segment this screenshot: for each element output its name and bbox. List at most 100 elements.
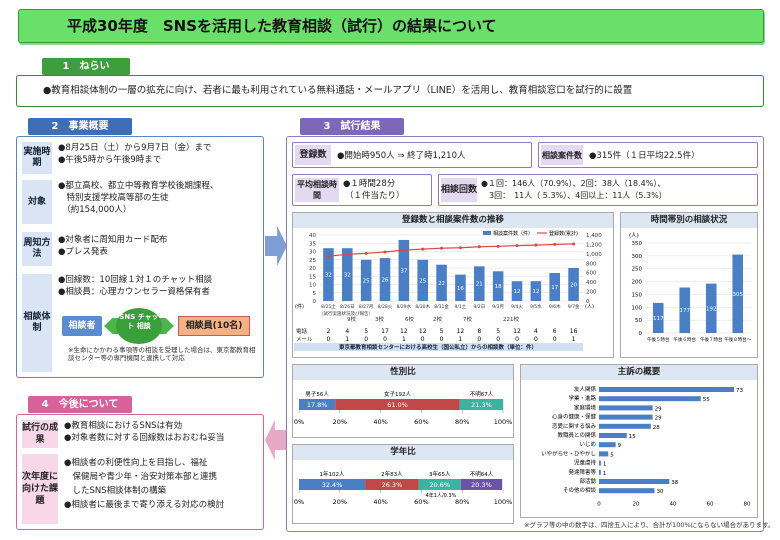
y2-tick-label: 600	[586, 271, 597, 277]
segment-value: 26.3%	[382, 481, 403, 489]
category-label: 教職員との関係	[558, 431, 597, 439]
stack-segment	[418, 479, 461, 490]
bar-label: 29	[655, 416, 662, 422]
table-cell: 0	[364, 336, 368, 343]
segment-label: 不明67人	[470, 391, 494, 398]
avgtime-value: ●１時間28分	[343, 179, 396, 189]
bar-label: 28	[653, 425, 660, 431]
trend-svg: 40353025201510501,4001,2001,000800600400…	[294, 230, 602, 351]
y-tick-label: 200	[632, 280, 643, 286]
bar-label: 17	[551, 285, 558, 291]
bar-timeband	[732, 254, 744, 333]
bar-label: 18	[495, 284, 502, 290]
category-label: 発達障害等	[568, 468, 596, 476]
x-tick-label: 午後７時台	[700, 336, 723, 343]
bar-label: 73	[736, 388, 743, 394]
extra-label: 4年1人/0.3%	[426, 492, 457, 499]
results-header: 3 試行結果	[300, 118, 404, 135]
system-text: ●回線数：10回線１対１のチャット相談 ●相談員：心理カウンセラー資格保有者	[58, 274, 258, 298]
y-unit: (人)	[629, 232, 639, 239]
bar-label: 12	[532, 289, 539, 295]
bar-label: 30	[657, 489, 664, 495]
target-line: 特別支援学校高等部の生徒	[58, 193, 169, 203]
category-label: 児童虐待	[574, 459, 597, 467]
count-line: ●１回：146人（70.9%）、2回：38人（18.4%）、	[481, 179, 666, 188]
school-annotation: 6校	[405, 315, 414, 323]
x-tick-label: 0	[597, 501, 601, 507]
bar-label: 29	[655, 406, 662, 412]
issues-line: したSNS相談体制の構築	[64, 486, 167, 496]
count-row: 相談回数 ●１回：146人（70.9%）、2回：38人（18.4%）、 3回： …	[438, 174, 758, 206]
cases-row: 相談案件数 ●315件（１日平均22.5件）	[538, 142, 758, 168]
category-label: その他の相談	[563, 486, 597, 494]
registrations-point	[458, 246, 462, 250]
gender-title: 性別比	[293, 365, 513, 380]
consultant-box: 相談者	[62, 316, 102, 336]
legend-label: 登録数(累計)	[549, 230, 578, 237]
y-tick-label: 0	[639, 331, 643, 337]
issues-label: 次年度に向けた課題	[22, 454, 58, 524]
category-label: 心身の健康・保健	[552, 413, 597, 421]
bar-timeband	[705, 283, 717, 333]
x-tick-label: 午後５時台	[647, 336, 670, 343]
period-label: 実施時期	[22, 142, 52, 174]
x-tick-label: 午後６時台	[674, 336, 697, 343]
x-unit: (件)	[295, 303, 304, 310]
bar-label: 117	[653, 316, 664, 322]
x-tick-label: 40%	[373, 498, 387, 506]
topics-note: ※グラフ等の中の数字は、四捨五入により、合計が100%にならない場合があります。	[524, 521, 775, 529]
grade-chart: 学年比 32.4% 1年102人 26.3% 2年83人 20.6% 3年65人 20.3%…	[292, 444, 514, 524]
y-tick-label: 150	[632, 292, 643, 298]
timeband-chart: 時間帯別の相談状況 (人) 350 300 250 200 150 100 50 0 117 午後５…	[620, 212, 758, 358]
y2-tick-label: 200	[586, 290, 597, 296]
y-tick-label: 20	[309, 266, 316, 272]
results-panel	[286, 136, 764, 532]
cases-label: 相談案件数	[541, 145, 583, 165]
bar-cases	[455, 274, 466, 301]
stack-segment	[460, 479, 503, 490]
topics-chart: 主訴の概要 友人関係 73 学業・進路 55 家庭環境 29 心身の健康・保健 29 恋愛に関す…	[520, 364, 758, 518]
registrations-point	[496, 244, 500, 248]
target-line: （約154,000人）	[58, 205, 132, 215]
bar-cases	[323, 248, 334, 301]
y-tick-label: 15	[309, 274, 316, 280]
x-tick-label: 8/28火	[378, 304, 393, 310]
x-tick-label: 8/30木	[415, 303, 430, 310]
bar-cases	[511, 281, 523, 301]
table-cell: 1	[345, 336, 349, 343]
registrations-point	[515, 244, 519, 248]
issues-line: 保健局や青少年・治安対策本部と連携	[64, 472, 218, 482]
overview-header: 2 事業概要	[28, 118, 132, 135]
count-label: 相談回数	[441, 178, 477, 202]
x-tick-label: 8/27月	[359, 304, 374, 310]
issues-line: ●相談者に最後まで寄り添える対応の検討	[64, 500, 225, 510]
school-annotation: 7校	[463, 315, 472, 323]
notice-line: ●対象者に周知用カード配布	[58, 235, 168, 245]
page-title: 平成30年度 SNSを活用した教育相談（試行）の結果について	[18, 9, 764, 43]
x-tick-label: 100%	[494, 418, 513, 426]
y-tick-label: 30	[309, 250, 316, 256]
table-cell: 16	[570, 328, 578, 335]
bar-timeband	[679, 287, 691, 333]
table-cell: 5	[364, 328, 368, 335]
bar-cases	[568, 268, 579, 301]
x-tick-label: 9/5水	[530, 303, 542, 310]
registrations-point	[383, 250, 387, 254]
bar-topic	[599, 479, 670, 484]
y-tick-label: 40	[309, 233, 316, 239]
bar-topic	[599, 451, 609, 457]
bar-label: 12	[514, 289, 521, 295]
bar-cases	[342, 248, 353, 301]
segment-value: 17.8%	[307, 401, 328, 409]
counselor-box: 相談員(10名)	[178, 316, 250, 336]
sns-chat-badge: SNS チャット 相談	[116, 308, 162, 344]
notice-label: 周知方法	[22, 232, 52, 266]
results-text: ●教育相談におけるSNSは有効 ●対象者数に対する回線数はおおむね妥当	[64, 420, 262, 444]
bar-cases	[530, 281, 542, 301]
table-cell: 0	[477, 336, 481, 343]
y-tick-label: 5	[313, 291, 317, 297]
avgtime-row: 平均相談時間 ●１時間28分 （１件当たり）	[292, 174, 432, 206]
segment-label: 1年102人	[320, 470, 345, 478]
y2-tick-label: 0	[586, 299, 590, 305]
table-cell: 12	[419, 328, 427, 335]
